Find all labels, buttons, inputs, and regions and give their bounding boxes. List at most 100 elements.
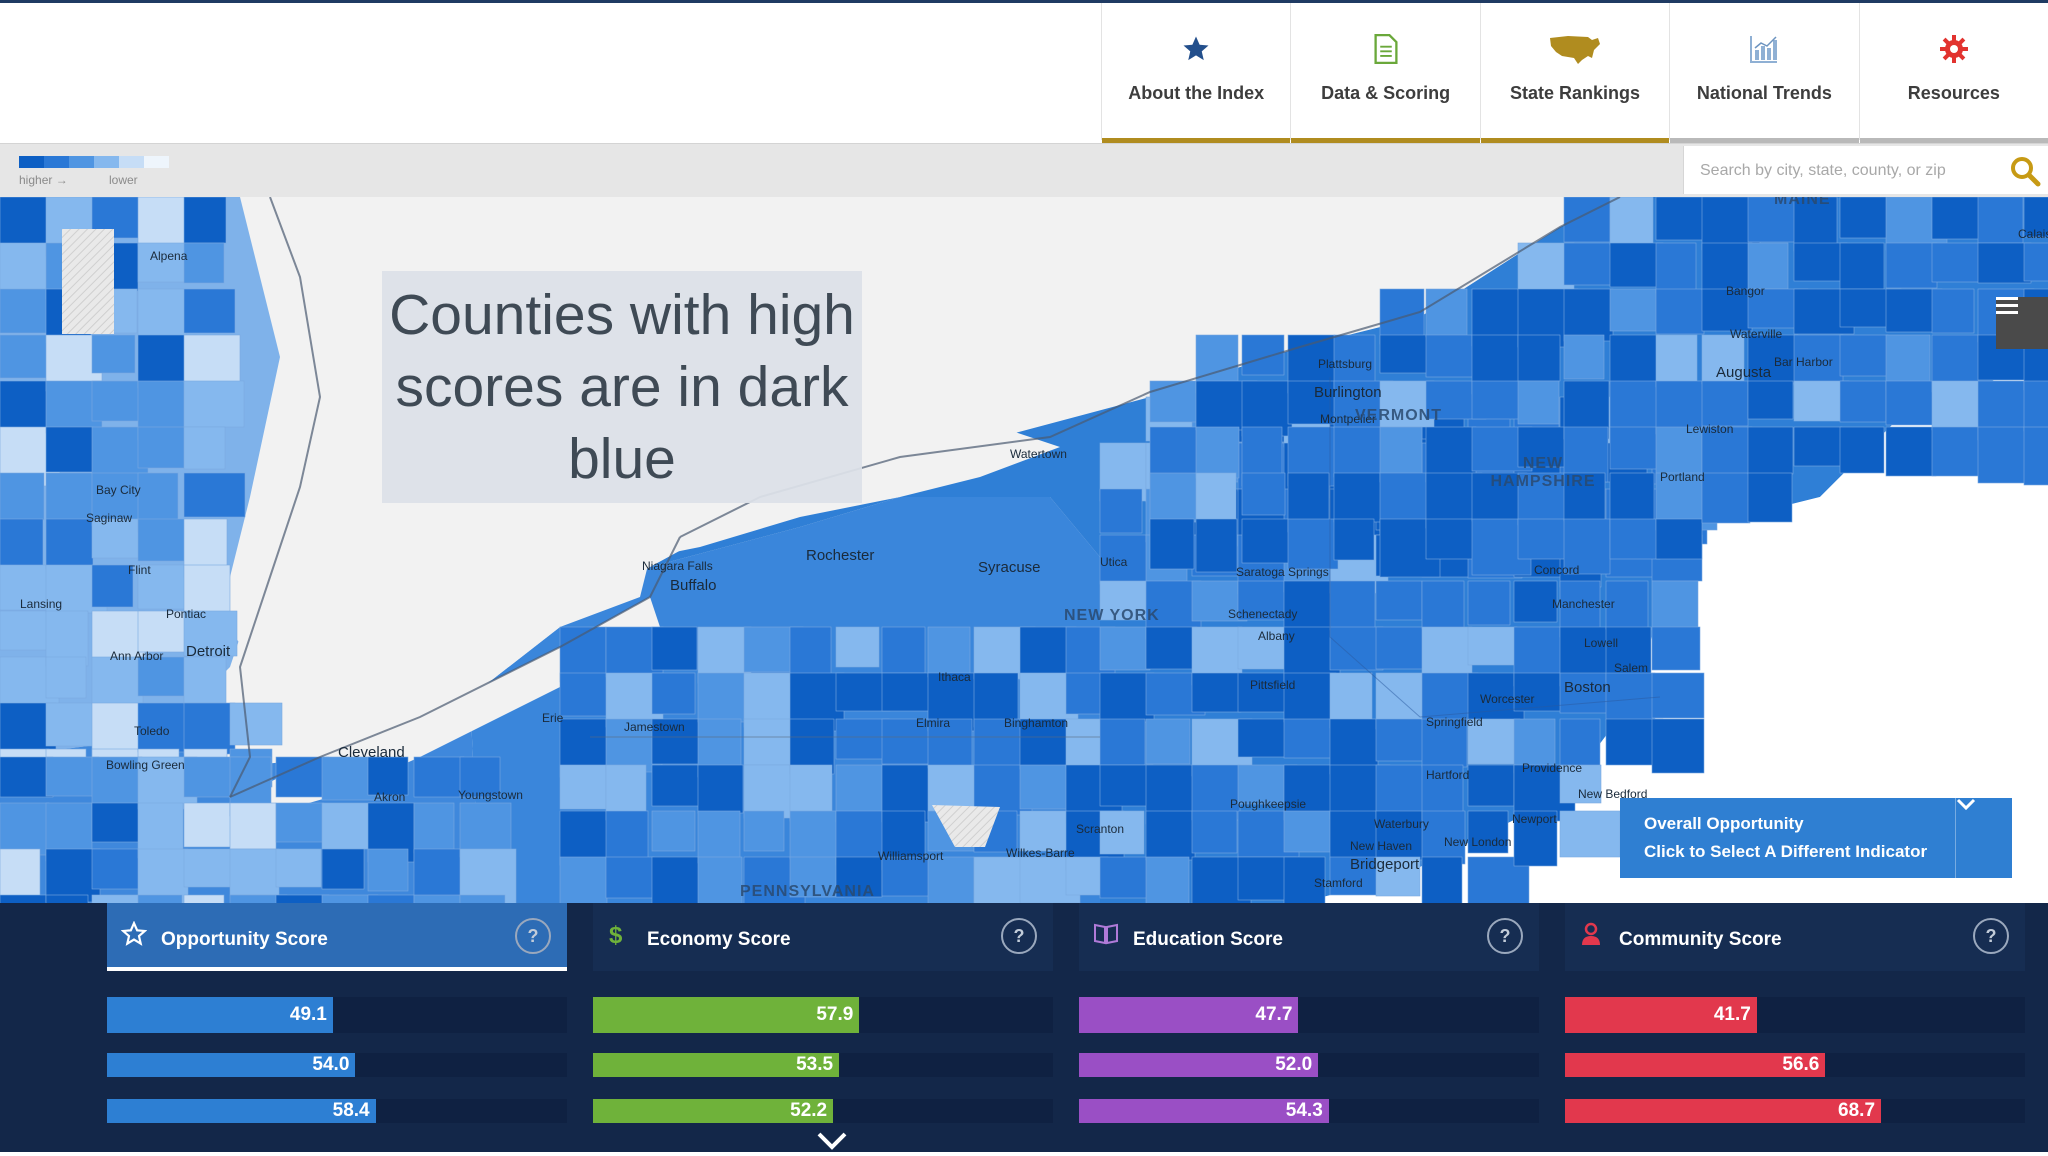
county-region[interactable] (1191, 672, 1242, 713)
county-region[interactable] (137, 242, 188, 283)
county-region[interactable] (1559, 810, 1621, 858)
search-icon[interactable] (2009, 155, 2041, 192)
county-region[interactable] (605, 856, 655, 899)
county-region[interactable] (1563, 518, 1611, 575)
score-bar[interactable]: 57.9 (593, 997, 860, 1033)
help-icon[interactable]: ? (1487, 918, 1523, 954)
county-region[interactable] (1513, 718, 1556, 774)
county-region[interactable] (1651, 672, 1705, 719)
county-region[interactable] (183, 894, 225, 903)
county-region[interactable] (1375, 580, 1423, 621)
score-bar[interactable]: 49.1 (107, 997, 333, 1033)
county-region[interactable] (1421, 718, 1468, 768)
county-region[interactable] (1793, 197, 1838, 252)
county-region[interactable] (1609, 518, 1661, 560)
county-region[interactable] (973, 856, 1029, 903)
county-region[interactable] (1195, 518, 1238, 573)
county-region[interactable] (881, 626, 926, 674)
county-region[interactable] (1237, 580, 1293, 621)
county-region[interactable] (0, 380, 53, 430)
county-region[interactable] (559, 672, 609, 717)
county-region[interactable] (651, 626, 698, 671)
county-region[interactable] (1885, 242, 1938, 289)
county-region[interactable] (1333, 472, 1389, 523)
county-region[interactable] (1099, 626, 1151, 671)
county-region[interactable] (789, 856, 845, 898)
county-region[interactable] (697, 764, 744, 814)
county-region[interactable] (697, 672, 747, 723)
county-region[interactable] (1747, 334, 1799, 384)
county-region[interactable] (1195, 472, 1237, 523)
county-region[interactable] (1333, 518, 1375, 561)
score-bar[interactable]: 54.3 (1079, 1099, 1329, 1123)
county-region[interactable] (2023, 242, 2048, 282)
county-region[interactable] (0, 894, 53, 903)
county-region[interactable] (1839, 426, 1885, 474)
county-region[interactable] (1145, 718, 1191, 765)
county-region[interactable] (1563, 472, 1606, 522)
county-region[interactable] (1513, 580, 1558, 623)
county-region[interactable] (1099, 672, 1155, 723)
county-region[interactable] (1283, 856, 1326, 903)
county-region[interactable] (835, 856, 883, 898)
score-bar[interactable]: 53.5 (593, 1053, 840, 1077)
county-region[interactable] (1467, 580, 1511, 626)
county-region[interactable] (183, 426, 226, 470)
county-region[interactable] (183, 802, 233, 848)
county-region[interactable] (183, 702, 236, 755)
county-region[interactable] (1747, 426, 1794, 475)
county-region[interactable] (1191, 810, 1238, 854)
county-region[interactable] (1563, 334, 1605, 380)
county-region[interactable] (0, 197, 51, 248)
county-region[interactable] (1651, 718, 1705, 774)
county-region[interactable] (367, 848, 409, 892)
county-region[interactable] (229, 848, 280, 896)
county-region[interactable] (559, 764, 607, 810)
county-region[interactable] (275, 756, 330, 798)
county-region[interactable] (0, 288, 50, 334)
county-region[interactable] (605, 810, 649, 860)
county-region[interactable] (183, 610, 238, 657)
county-region[interactable] (275, 894, 330, 903)
county-region[interactable] (413, 802, 455, 854)
county-region[interactable] (1605, 672, 1656, 721)
county-region[interactable] (1425, 334, 1477, 378)
county-region[interactable] (1701, 472, 1751, 524)
score-bar[interactable]: 47.7 (1079, 997, 1299, 1033)
county-region[interactable] (1329, 580, 1376, 631)
county-region[interactable] (1839, 380, 1887, 423)
score-bar[interactable]: 58.4 (107, 1099, 376, 1123)
county-region[interactable] (321, 848, 365, 890)
county-region[interactable] (1931, 426, 1986, 477)
county-region[interactable] (137, 702, 187, 753)
county-region[interactable] (927, 718, 973, 769)
county-region[interactable] (91, 894, 142, 903)
help-icon[interactable]: ? (1973, 918, 2009, 954)
county-region[interactable] (1747, 380, 1794, 420)
county-region[interactable] (1559, 764, 1602, 804)
county-region[interactable] (835, 672, 891, 712)
county-region[interactable] (45, 756, 100, 797)
nav-state-rankings[interactable]: State Rankings (1479, 3, 1670, 143)
county-region[interactable] (1283, 672, 1337, 723)
county-region[interactable] (835, 810, 888, 866)
county-region[interactable] (183, 334, 241, 384)
county-region[interactable] (183, 656, 227, 704)
county-region[interactable] (1701, 426, 1753, 477)
county-region[interactable] (229, 702, 283, 746)
county-region[interactable] (1517, 380, 1560, 425)
county-region[interactable] (1793, 242, 1848, 282)
county-region[interactable] (1651, 626, 1701, 671)
county-region[interactable] (2023, 426, 2048, 486)
county-region[interactable] (1467, 626, 1518, 666)
county-region[interactable] (137, 426, 193, 469)
county-region[interactable] (1375, 856, 1421, 897)
county-region[interactable] (973, 672, 1019, 728)
county-region[interactable] (91, 380, 141, 422)
score-tab-community-score[interactable]: Community Score? (1565, 903, 2025, 971)
county-region[interactable] (835, 626, 880, 668)
county-region[interactable] (1655, 242, 1697, 294)
county-region[interactable] (367, 756, 409, 796)
county-region[interactable] (1375, 764, 1424, 819)
county-region[interactable] (1099, 856, 1150, 899)
